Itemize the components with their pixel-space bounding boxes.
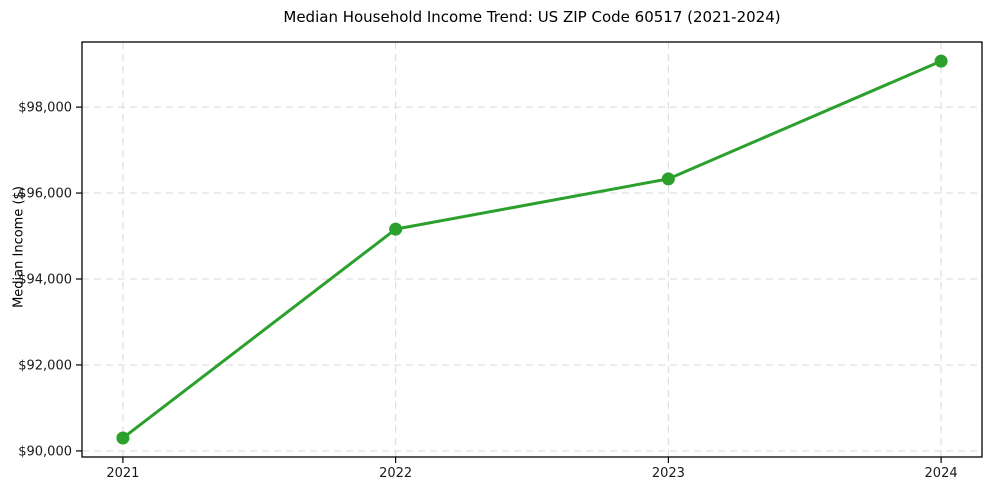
data-point-2021 xyxy=(116,431,130,445)
x-tick-label: 2021 xyxy=(106,466,139,481)
data-point-2022 xyxy=(389,222,403,236)
x-tick-label: 2024 xyxy=(925,466,958,481)
y-tick-label: $98,000 xyxy=(18,101,72,116)
y-tick-label: $94,000 xyxy=(18,273,72,288)
plot-border xyxy=(81,41,983,458)
y-tick-label: $92,000 xyxy=(18,358,72,373)
x-tick-label: 2022 xyxy=(379,466,412,481)
x-tick-label: 2023 xyxy=(652,466,685,481)
y-tick-label: $90,000 xyxy=(18,444,72,459)
data-point-2023 xyxy=(661,172,675,186)
data-point-2024 xyxy=(934,54,948,68)
chart-title: Median Household Income Trend: US ZIP Co… xyxy=(283,8,781,26)
y-tick-label: $96,000 xyxy=(18,187,72,202)
income-line xyxy=(121,59,943,440)
